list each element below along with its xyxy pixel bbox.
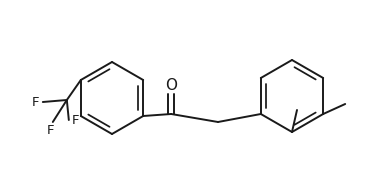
Text: F: F	[72, 114, 80, 127]
Text: F: F	[32, 96, 40, 109]
Text: O: O	[165, 78, 177, 93]
Text: F: F	[47, 124, 54, 137]
